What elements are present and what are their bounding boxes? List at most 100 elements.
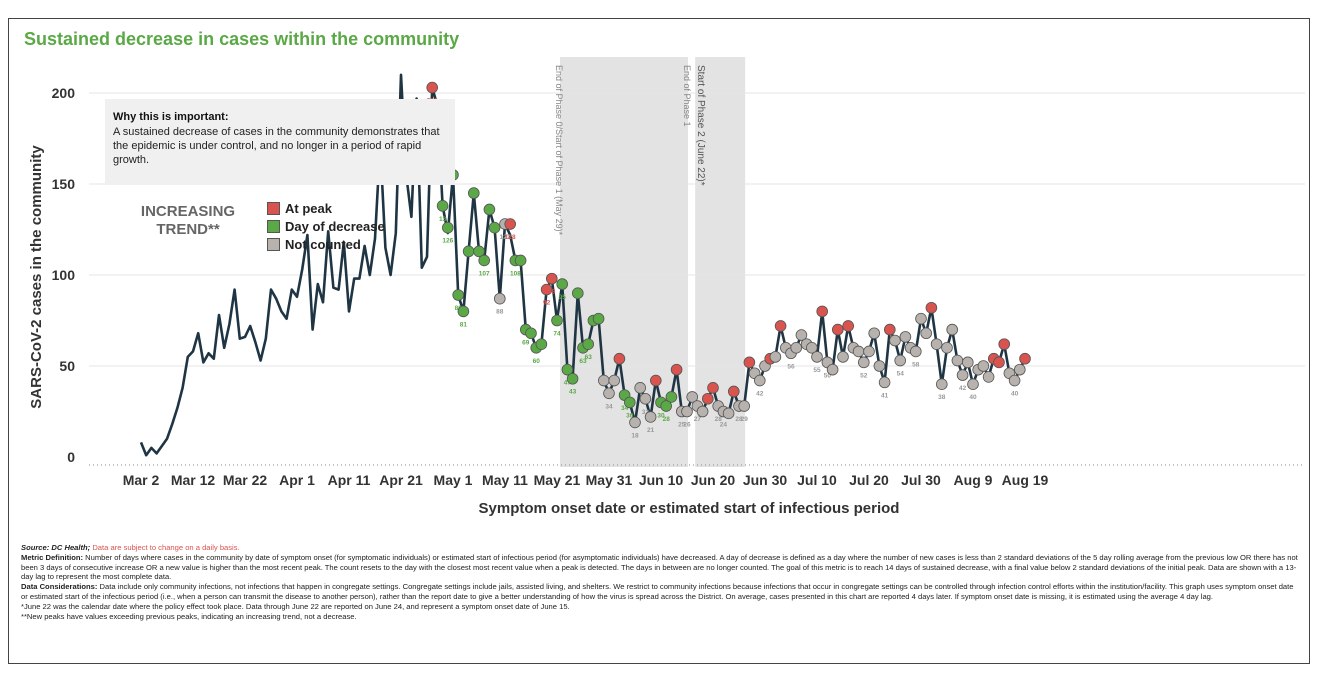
x-tick-label: Jul 10 (797, 472, 837, 488)
marker-decrease (483, 203, 496, 216)
chart-svg: 0 50 100 150 200 Mar 2 Mar 12 Mar 22 Apr 1 Apr 11… (28, 57, 1305, 517)
x-tick-label: May 21 (534, 472, 581, 488)
footer-note-1: *June 22 was the calendar date where the… (21, 601, 570, 611)
marker-not-counted (935, 378, 948, 391)
marker-not-counted (753, 374, 766, 387)
marker-not-counted (909, 345, 922, 358)
legend-swatch-decrease (267, 219, 280, 233)
data-label: 81 (460, 321, 468, 328)
x-tick-label: Aug 9 (954, 472, 993, 488)
marker-decrease (473, 245, 485, 258)
marker-decrease (525, 327, 537, 340)
marker-peak (613, 352, 626, 365)
data-label: 107 (479, 270, 490, 277)
marker-decrease (561, 363, 574, 376)
x-tick-label: Aug 19 (1002, 472, 1049, 488)
data-label: 63 (585, 354, 593, 361)
marker-not-counted (946, 323, 958, 336)
marker-not-counted (686, 391, 698, 403)
marker-peak (743, 356, 756, 369)
marker-decrease (582, 338, 594, 350)
chart-frame: Sustained decrease in cases within the c… (8, 18, 1310, 664)
considerations-label: Data Considerations: (21, 582, 98, 592)
marker-not-counted (857, 356, 870, 369)
marker-decrease (478, 254, 491, 267)
marker-peak (774, 320, 787, 332)
data-label: 127 (500, 234, 511, 241)
data-label: 27 (694, 416, 702, 423)
marker-not-counted (769, 351, 782, 363)
chart-title: Sustained decrease in cases within the c… (24, 29, 460, 49)
x-tick-label: Mar 12 (171, 472, 216, 488)
marker-peak (842, 320, 854, 332)
legend-swatch-not-counted (267, 237, 280, 251)
legend: At peak Day of decrease Not counted (267, 199, 385, 253)
marker-not-counted (634, 382, 646, 394)
marker-decrease (592, 312, 605, 325)
data-label: 55 (813, 367, 821, 374)
marker-peak (426, 81, 439, 94)
marker-not-counted (826, 363, 839, 376)
marker-not-counted (889, 334, 901, 347)
marker-not-counted (967, 378, 979, 391)
data-label: 58 (912, 361, 920, 368)
x-tick-label: Jun 30 (743, 472, 788, 488)
data-label: 69 (522, 340, 530, 347)
marker-not-counted (920, 327, 932, 340)
data-label: 28 (735, 416, 743, 423)
marker-peak (883, 323, 896, 336)
x-tick-label: May 11 (482, 472, 528, 488)
data-label: 92 (543, 300, 551, 307)
marker-not-counted (873, 360, 886, 372)
marker-not-counted (1008, 374, 1021, 387)
metric-label: Metric Definition: (21, 552, 84, 562)
marker-peak (701, 392, 714, 405)
data-label: 40 (1011, 391, 1019, 398)
x-tick-label: Mar 22 (223, 472, 268, 488)
data-label: 126 (442, 238, 453, 245)
data-label: 63 (579, 358, 587, 365)
marker-decrease (665, 391, 678, 403)
marker-peak (649, 374, 662, 387)
marker-not-counted (956, 369, 969, 381)
source-label: Source: DC Health; (21, 543, 91, 552)
data-label: 98 (548, 289, 556, 296)
marker-decrease (551, 314, 563, 327)
data-label: 24 (720, 422, 728, 429)
marker-decrease (566, 372, 579, 385)
marker-decrease (462, 245, 475, 258)
marker-not-counted (603, 387, 615, 400)
legend-item-decrease: Day of decrease (267, 217, 385, 235)
y-tick-label: 100 (52, 267, 76, 283)
x-tick-label: Mar 2 (123, 472, 160, 488)
marker-peak (925, 301, 938, 314)
marker-not-counted (722, 407, 735, 420)
data-label: 108 (510, 270, 521, 277)
data-label: 43 (569, 389, 577, 396)
data-label: 13 (439, 216, 447, 223)
marker-not-counted (982, 371, 995, 383)
legend-label-not-counted: Not counted (285, 236, 361, 252)
data-label: 28 (715, 416, 723, 423)
marker-not-counted (608, 374, 620, 387)
x-tick-label: Jul 30 (901, 472, 941, 488)
data-label: 26 (683, 422, 691, 429)
data-label: 60 (533, 358, 541, 365)
marker-not-counted (852, 345, 865, 358)
x-axis-title: Symptom onset date or estimated start of… (479, 500, 900, 517)
phase-label-2: End of Phase 1 (682, 65, 692, 127)
why-important-box: Why this is important: A sustained decre… (105, 99, 455, 185)
x-tick-label: Jun 20 (691, 472, 736, 488)
x-tick-label: Apr 11 (328, 472, 371, 488)
metric-text: Number of days where cases in the commun… (21, 552, 1298, 582)
marker-decrease (436, 200, 449, 212)
y-tick-label: 50 (59, 358, 75, 374)
marker-not-counted (915, 312, 927, 325)
data-label: 56 (787, 363, 795, 370)
marker-not-counted (639, 392, 652, 405)
data-label: 41 (881, 392, 889, 399)
marker-peak (670, 363, 683, 376)
marker-peak (504, 218, 517, 230)
phase-label-3: Start of Phase 2 (June 22)* (695, 65, 706, 186)
phase-label-1: End of Phase 0/Start of Phase 1 (May 29)… (554, 65, 564, 236)
